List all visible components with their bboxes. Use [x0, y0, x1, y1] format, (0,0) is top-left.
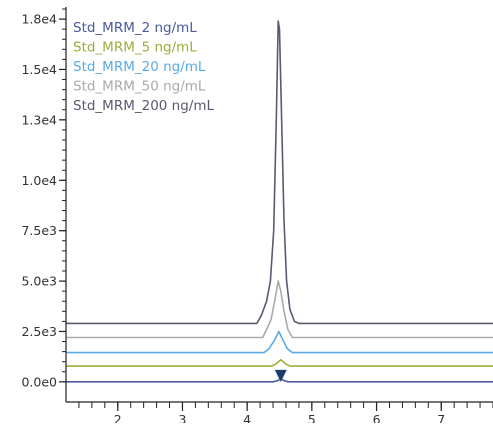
series-layer [66, 20, 493, 383]
y-tick-label: 2.5e3 [21, 324, 57, 339]
marker-layer [274, 369, 287, 382]
legend-entry-2: Std_MRM_5 ng/mL [73, 40, 197, 56]
series-line-3 [66, 330, 493, 354]
x-tick-label: 3 [178, 412, 186, 423]
y-tick-label: 5.0e3 [21, 274, 57, 289]
legend: Std_MRM_2 ng/mL Std_MRM_5 ng/mL Std_MRM_20… [73, 20, 214, 114]
series-line-4 [66, 280, 493, 339]
x-tick-label: 4 [243, 412, 251, 423]
y-tick-label: 0.0e0 [21, 374, 57, 389]
legend-entry-5: Std_MRM_200 ng/mL [73, 98, 214, 114]
series-line-2 [66, 358, 493, 367]
peak-marker-icon [274, 369, 287, 382]
legend-entry-3: Std_MRM_20 ng/mL [73, 59, 206, 75]
y-tick-label: 1.0e4 [21, 173, 57, 188]
x-tick-label: 5 [308, 412, 316, 423]
axes-layer: 0.0e0 2.5e3 5.0e3 7.5e3 1.0e4 1.3e4 1.5e4 1.8e4… [21, 7, 493, 427]
series-line-5 [66, 20, 493, 325]
x-tick-label: 6 [373, 412, 381, 423]
legend-entry-1: Std_MRM_2 ng/mL [73, 20, 197, 36]
x-tick-label: 7 [437, 412, 445, 423]
legend-entry-4: Std_MRM_50 ng/mL [73, 79, 206, 95]
y-tick-label: 1.3e4 [21, 112, 57, 127]
y-tick-label: 7.5e3 [21, 223, 57, 238]
x-tick-label: 2 [114, 412, 122, 423]
y-tick-label: 1.5e4 [21, 62, 57, 77]
y-tick-label: 1.8e4 [21, 12, 57, 27]
